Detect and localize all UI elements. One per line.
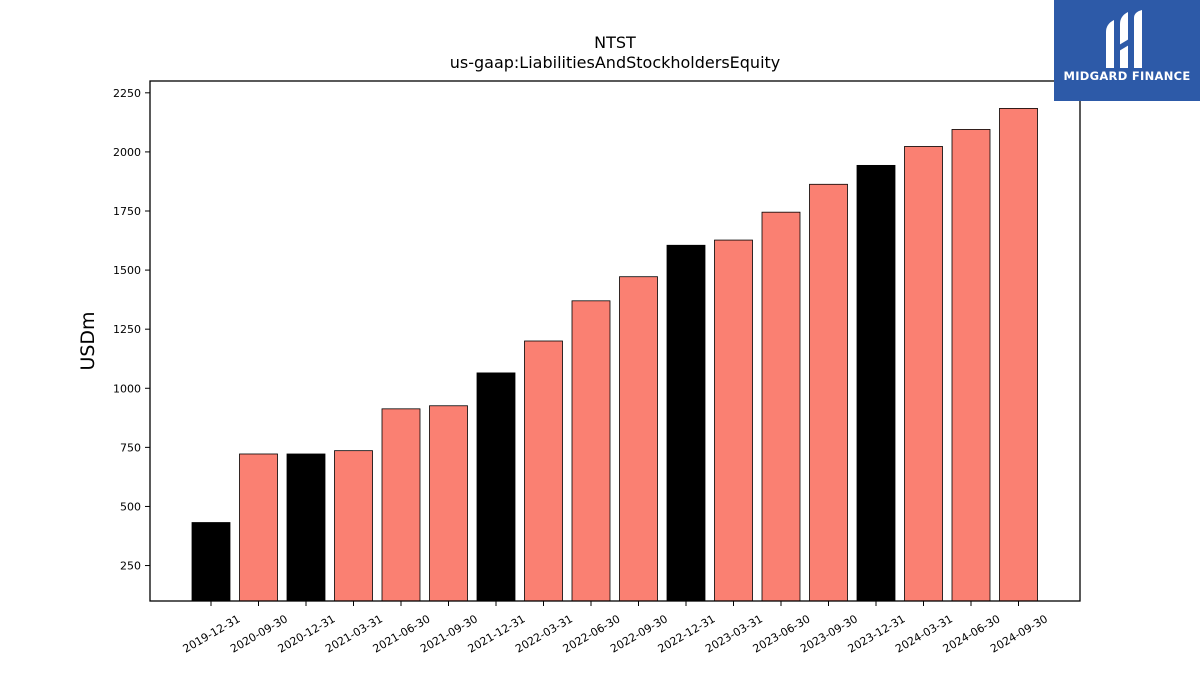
bar xyxy=(381,408,421,602)
y-tick-label: 750 xyxy=(120,441,141,454)
bar xyxy=(429,405,468,602)
y-tick-label: 1750 xyxy=(113,205,141,218)
bars-group xyxy=(191,108,1038,602)
y-tick-label: 250 xyxy=(120,560,141,573)
y-axis: 250 500 750 1000 1250 1500 1750 2000 2250 xyxy=(113,87,150,573)
bar xyxy=(191,522,231,602)
bar xyxy=(761,211,801,602)
bar xyxy=(286,453,326,602)
y-tick-label: 2250 xyxy=(113,87,141,100)
chart-subtitle: us-gaap:LiabilitiesAndStockholdersEquity xyxy=(450,53,781,72)
chart-title: NTST xyxy=(594,33,636,52)
bar xyxy=(856,164,896,602)
x-axis: 2019-12-312020-09-302020-12-312021-03-31… xyxy=(181,601,1050,656)
bar xyxy=(666,244,706,602)
bar xyxy=(524,340,563,602)
y-tick-label: 500 xyxy=(120,500,141,513)
bar xyxy=(999,108,1038,602)
y-tick-label: 1250 xyxy=(113,323,141,336)
bar xyxy=(239,453,278,602)
bar xyxy=(476,372,516,602)
bar xyxy=(714,239,753,602)
midgard-logo-icon xyxy=(1106,10,1142,68)
y-axis-label: USDm xyxy=(77,311,99,370)
bar xyxy=(571,300,611,602)
bar xyxy=(809,183,848,602)
bar xyxy=(334,450,373,602)
plot-frame xyxy=(149,80,1081,602)
bar xyxy=(951,129,991,602)
bar xyxy=(904,146,943,602)
bar xyxy=(619,276,658,602)
y-tick-label: 1500 xyxy=(113,264,141,277)
brand-name: MIDGARD FINANCE xyxy=(1063,69,1191,83)
y-tick-label: 1000 xyxy=(113,382,141,395)
brand-logo: MIDGARD FINANCE xyxy=(1054,0,1200,101)
y-tick-label: 2000 xyxy=(113,146,141,159)
